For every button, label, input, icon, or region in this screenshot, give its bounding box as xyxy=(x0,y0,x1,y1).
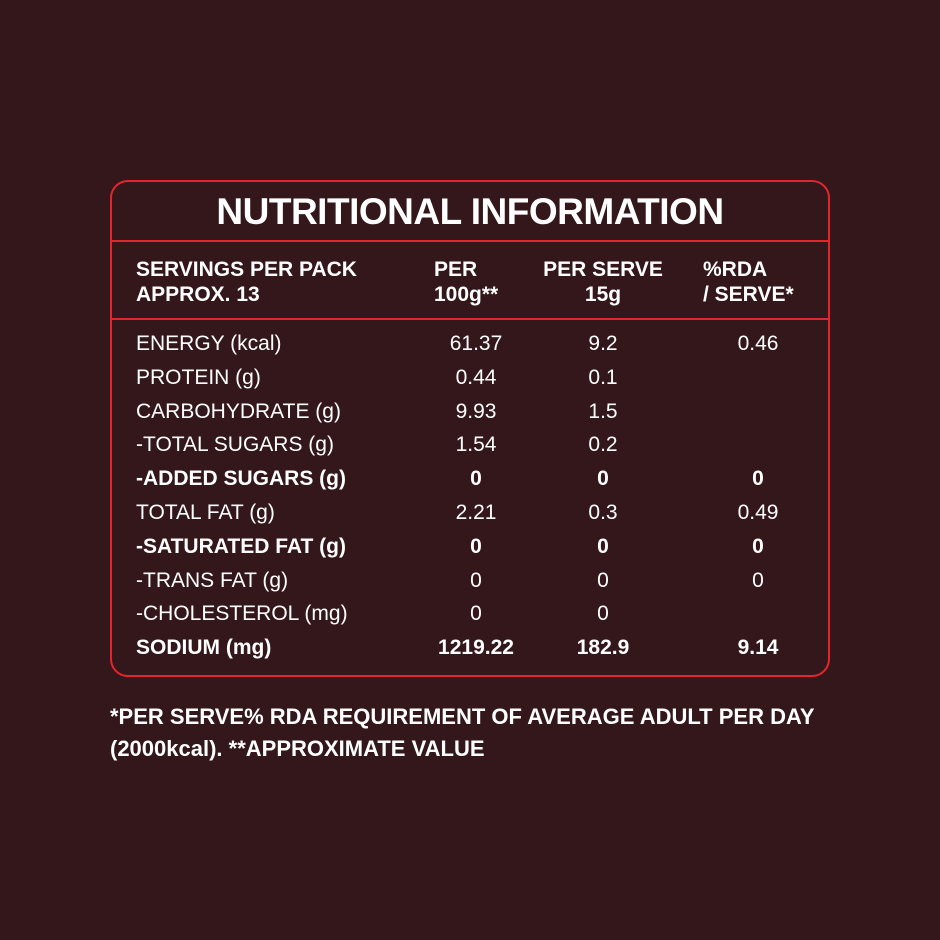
cell-per-serve: 0 xyxy=(597,534,609,558)
row-label: -SATURATED FAT (g) xyxy=(136,534,346,558)
divider xyxy=(110,240,830,242)
cell-rda: 0 xyxy=(752,568,764,592)
cell-per-serve: 0 xyxy=(597,467,609,491)
cell-per-100g: 1.54 xyxy=(455,433,497,457)
row-label: -CHOLESTEROL (mg) xyxy=(136,602,348,626)
cell-rda: 9.14 xyxy=(737,636,779,660)
header-cell: PER xyxy=(434,258,478,281)
cell-rda: 0.46 xyxy=(737,332,779,355)
cell-rda: 0 xyxy=(752,534,764,558)
cell-per-100g: 61.37 xyxy=(449,332,503,355)
footnote: *PER SERVE% RDA REQUIREMENT OF AVERAGE A… xyxy=(110,704,815,729)
row-label: CARBOHYDRATE (g) xyxy=(136,399,341,423)
footnote: (2000kcal). **APPROXIMATE VALUE xyxy=(110,736,485,761)
cell-rda: 0 xyxy=(752,467,764,491)
row-label: -TRANS FAT (g) xyxy=(136,568,289,592)
cell-rda: 0.49 xyxy=(737,501,779,524)
divider xyxy=(110,318,830,320)
row-label: -ADDED SUGARS (g) xyxy=(136,467,346,491)
row-label: SODIUM (mg) xyxy=(136,636,272,660)
cell-per-serve: 0.3 xyxy=(588,501,618,524)
header-cell: 100g** xyxy=(434,283,499,306)
header-cell: / SERVE* xyxy=(703,283,794,306)
cell-per-serve: 182.9 xyxy=(576,636,630,660)
row-label: ENERGY (kcal) xyxy=(136,332,282,355)
cell-per-100g: 0 xyxy=(470,602,482,626)
cell-per-serve: 1.5 xyxy=(588,399,618,423)
header-cell: SERVINGS PER PACK xyxy=(136,258,357,281)
title: NUTRITIONAL INFORMATION xyxy=(216,191,724,232)
cell-per-100g: 1219.22 xyxy=(438,636,514,660)
header-cell: %RDA xyxy=(703,258,768,281)
header-cell: PER SERVE xyxy=(543,258,663,281)
cell-per-100g: 0 xyxy=(470,467,482,491)
cell-per-serve: 0 xyxy=(597,602,609,626)
row-label: -TOTAL SUGARS (g) xyxy=(136,433,334,457)
row-label: TOTAL FAT (g) xyxy=(136,501,275,524)
cell-per-serve: 9.2 xyxy=(588,332,618,355)
header-cell: 15g xyxy=(584,283,622,306)
row-label: PROTEIN (g) xyxy=(136,365,261,389)
cell-per-serve: 0.1 xyxy=(588,365,618,389)
cell-per-100g: 0 xyxy=(470,568,482,592)
cell-per-100g: 0 xyxy=(470,534,482,558)
cell-per-100g: 2.21 xyxy=(455,501,497,524)
cell-per-100g: 9.93 xyxy=(455,399,497,423)
cell-per-serve: 0 xyxy=(597,568,609,592)
header-cell: APPROX. 13 xyxy=(136,283,260,306)
table-frame xyxy=(110,180,830,677)
cell-per-serve: 0.2 xyxy=(588,433,618,457)
cell-per-100g: 0.44 xyxy=(455,365,497,389)
